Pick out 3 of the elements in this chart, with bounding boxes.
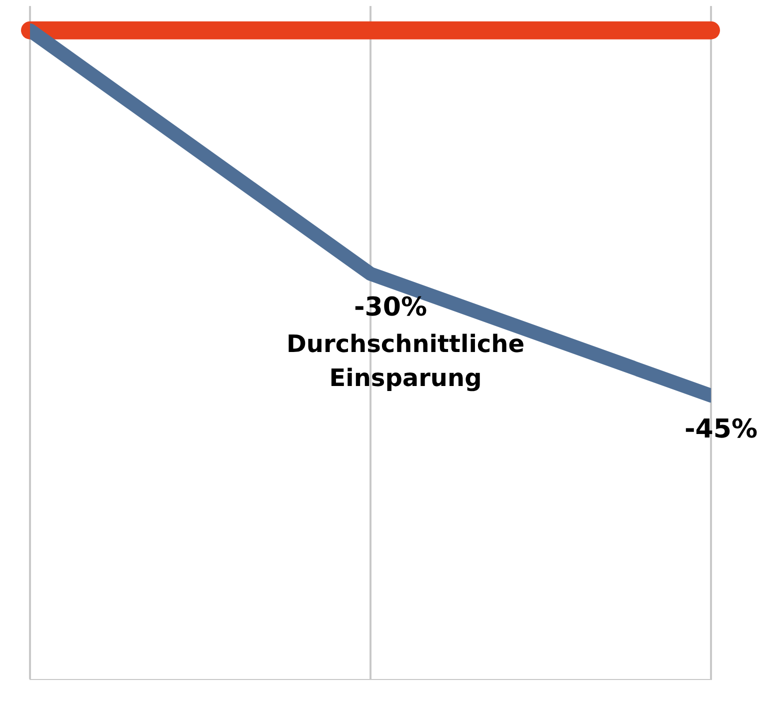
annotation: Durchschnittliche Einsparung [286, 330, 525, 392]
data-label: -30% [354, 292, 428, 323]
data-label: -45% [684, 414, 758, 444]
